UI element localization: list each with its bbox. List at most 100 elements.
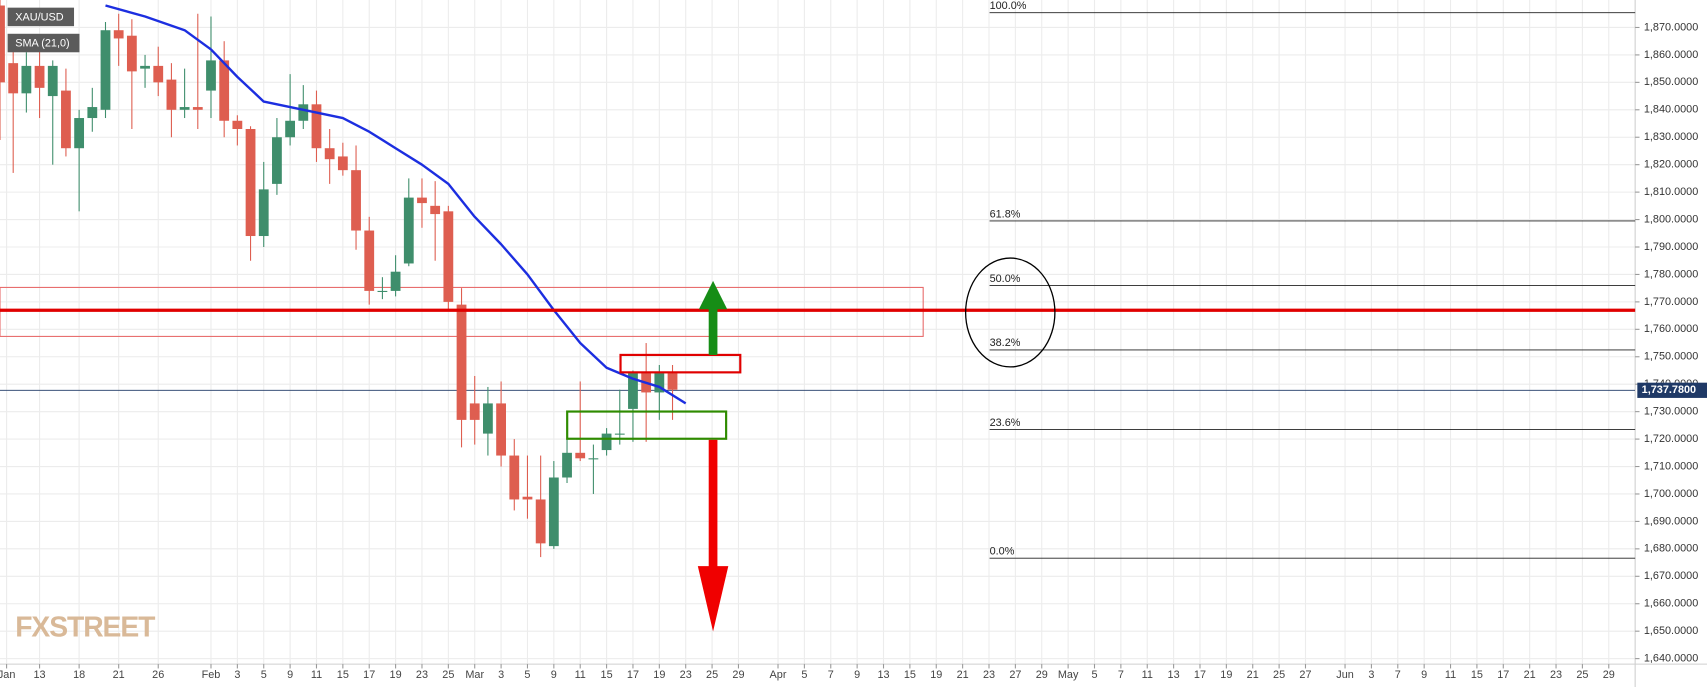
candle-body bbox=[232, 120, 243, 130]
x-tick-label: 23 bbox=[983, 669, 995, 681]
candle-body bbox=[535, 499, 546, 544]
x-tick-label: 23 bbox=[1550, 669, 1562, 681]
x-tick-label: 5 bbox=[801, 669, 807, 681]
x-tick-label: 3 bbox=[234, 669, 240, 681]
range-box-bottom bbox=[566, 410, 728, 440]
x-tick-label: 25 bbox=[1273, 669, 1285, 681]
indicator-label: SMA (21,0) bbox=[15, 37, 69, 49]
sma-line bbox=[105, 4, 687, 405]
x-tick-label: 11 bbox=[575, 669, 586, 681]
candle-body bbox=[483, 403, 493, 434]
candle-body bbox=[61, 90, 71, 149]
x-tick-label: 17 bbox=[1194, 669, 1206, 681]
fib-label: 0.0% bbox=[990, 546, 1015, 558]
x-tick-label: 5 bbox=[261, 669, 267, 681]
axes: 1,640.0000 1,650.0000 1,660.0000 1,670.0000… bbox=[0, 21, 1707, 681]
candle-body bbox=[324, 148, 335, 160]
y-tick-label: 1,680.0000 bbox=[1644, 543, 1698, 555]
candle-body bbox=[285, 120, 296, 138]
candle-body bbox=[140, 65, 150, 69]
y-tick-label: 1,700.0000 bbox=[1644, 488, 1698, 500]
x-tick-label: 25 bbox=[706, 669, 718, 681]
y-tick-label: 1,840.0000 bbox=[1644, 104, 1698, 116]
candle-body bbox=[496, 403, 506, 456]
x-tick-label: 11 bbox=[1445, 669, 1456, 681]
arrow-down-head bbox=[697, 566, 729, 632]
candle-body bbox=[258, 189, 269, 237]
candle-body bbox=[272, 137, 282, 184]
candle-body bbox=[219, 60, 230, 121]
x-tick-label: 19 bbox=[390, 669, 402, 681]
x-tick-label: 17 bbox=[1497, 669, 1509, 681]
arrow-up bbox=[708, 308, 718, 355]
candle-body bbox=[153, 65, 164, 83]
candle-body bbox=[192, 107, 203, 110]
candle-body bbox=[390, 271, 401, 291]
candle-body bbox=[522, 496, 533, 500]
plot bbox=[0, 0, 1636, 558]
candle-body bbox=[403, 197, 414, 264]
x-tick-label: 9 bbox=[1421, 669, 1427, 681]
x-tick-label: 25 bbox=[442, 669, 454, 681]
x-tick-label: 7 bbox=[828, 669, 834, 681]
candle-body bbox=[628, 373, 638, 409]
candle-body bbox=[179, 107, 190, 110]
y-tick-label: 1,830.0000 bbox=[1644, 131, 1698, 143]
x-tick-label: 29 bbox=[1036, 669, 1048, 681]
x-tick-label: 19 bbox=[1220, 669, 1232, 681]
candle-body bbox=[430, 205, 441, 215]
symbol-label: XAU/USD bbox=[15, 11, 63, 23]
candle-body bbox=[562, 452, 572, 478]
x-tick-label: 13 bbox=[34, 669, 46, 681]
x-tick-label: Jun bbox=[1336, 669, 1354, 681]
candle-body bbox=[337, 156, 348, 171]
grid bbox=[0, 0, 1636, 665]
x-tick-label: 11 bbox=[1142, 669, 1153, 681]
x-tick-label: 23 bbox=[680, 669, 692, 681]
candle-body bbox=[575, 452, 586, 459]
candle-body bbox=[351, 170, 361, 231]
candle-body bbox=[166, 79, 177, 110]
x-tick-label: 3 bbox=[1368, 669, 1374, 681]
y-tick-label: 1,750.0000 bbox=[1644, 351, 1698, 363]
y-tick-label: 1,670.0000 bbox=[1644, 570, 1698, 582]
y-tick-label: 1,780.0000 bbox=[1644, 268, 1698, 280]
x-tick-label: 26 bbox=[152, 669, 164, 681]
candle-body bbox=[377, 290, 388, 292]
candle-body bbox=[100, 30, 111, 110]
x-tick-label: 29 bbox=[1603, 669, 1615, 681]
symbol-box bbox=[7, 7, 75, 27]
x-tick-label: Mar bbox=[465, 669, 484, 681]
x-tick-label: 15 bbox=[1471, 669, 1483, 681]
candle-body bbox=[588, 458, 599, 460]
x-tick-label: 15 bbox=[601, 669, 613, 681]
last-price-label: 1,737.7800 bbox=[1642, 384, 1696, 396]
candle-body bbox=[245, 129, 256, 237]
candle-body bbox=[417, 197, 427, 204]
candle-body bbox=[654, 373, 665, 393]
x-tick-label: 13 bbox=[1168, 669, 1180, 681]
x-tick-label: 25 bbox=[1576, 669, 1588, 681]
candle-body bbox=[126, 35, 137, 72]
range-box-top bbox=[619, 353, 742, 374]
y-tick-label: 1,690.0000 bbox=[1644, 515, 1698, 527]
x-tick-label: 17 bbox=[627, 669, 639, 681]
x-tick-label: 13 bbox=[877, 669, 889, 681]
y-tick-label: 1,860.0000 bbox=[1644, 49, 1698, 61]
y-tick-label: 1,870.0000 bbox=[1644, 21, 1698, 33]
candle-body bbox=[456, 304, 467, 420]
x-tick-label: 19 bbox=[930, 669, 942, 681]
x-tick-label: 21 bbox=[957, 669, 969, 681]
y-tick-label: 1,720.0000 bbox=[1644, 433, 1698, 445]
x-tick-label: 17 bbox=[363, 669, 375, 681]
x-tick-label: 9 bbox=[287, 669, 293, 681]
x-tick-label: 18 bbox=[73, 669, 85, 681]
candle-body bbox=[21, 65, 32, 94]
x-tick-label: Feb bbox=[202, 669, 221, 681]
arrow-up-head bbox=[698, 280, 728, 310]
x-tick-label: 11 bbox=[311, 669, 322, 681]
candle-body bbox=[509, 455, 520, 500]
